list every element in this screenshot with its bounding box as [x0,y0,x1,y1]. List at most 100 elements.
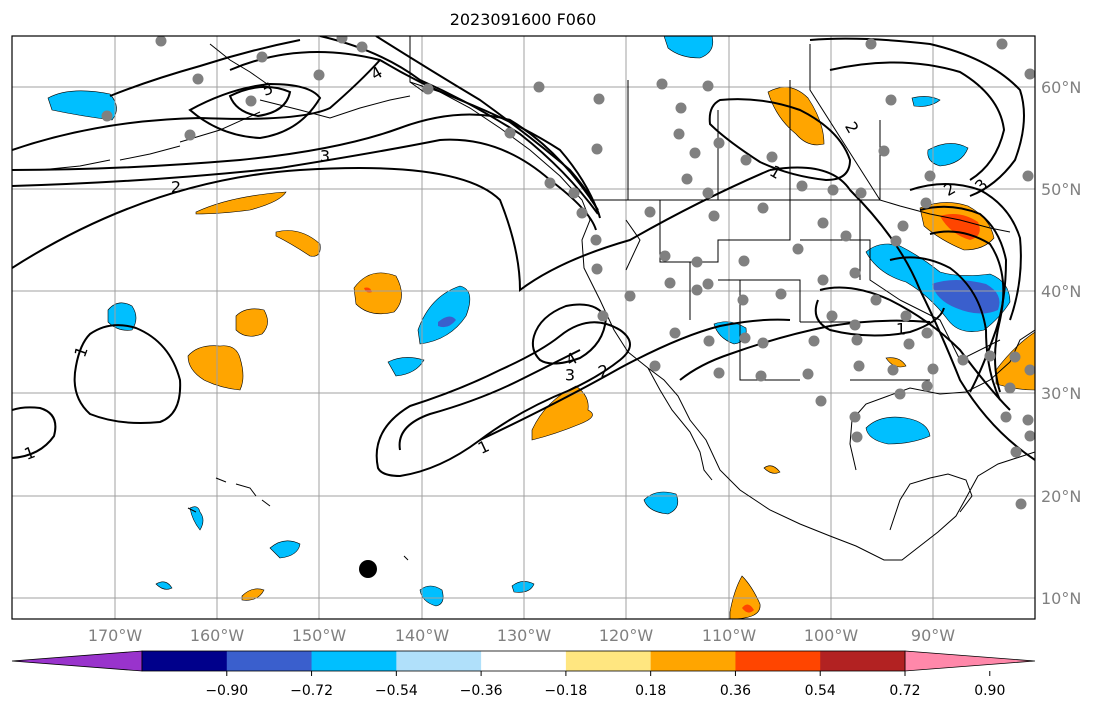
station-dot [766,151,778,163]
colorbar-outline [141,650,906,672]
anomaly-patch [417,285,471,345]
contour-line [188,82,322,140]
longitude-label: 150°W [292,626,347,645]
longitude-label: 170°W [88,626,143,645]
colorbar-segment [142,651,228,671]
station-dot [755,370,767,382]
map-frame [11,35,1036,620]
colorbar-segment [735,651,821,671]
colorbar-tick-label: −0.90 [205,683,248,699]
contour-line [909,183,1022,321]
contour-line [12,59,381,151]
station-dot [802,368,814,380]
station-dot [713,137,725,149]
colorbar: −0.90 −0.72 −0.54 −0.36 −0.18 0.18 0.36 0.54 0.7… [11,650,1036,699]
longitude-labels: 170°W 160°W 150°W 140°W 130°W 120°W 110°W 100°W… [88,626,955,645]
latitude-label: 60°N [1041,78,1081,97]
station-dots [101,36,1035,510]
station-dot [851,431,863,443]
longitude-label: 130°W [497,626,552,645]
station-dot [921,327,933,339]
station-dot [659,250,671,262]
colorbar-tick-label: −0.36 [460,683,503,699]
station-dot [245,95,257,107]
station-dot [890,235,902,247]
contour-line [829,61,1006,181]
contour-line [889,256,1001,401]
longitude-label: 120°W [599,626,654,645]
anomaly-patch [932,280,1000,314]
contour-line [12,113,599,211]
station-dot [817,217,829,229]
station-dot [855,187,867,199]
station-dot [1009,351,1021,363]
contour-line [814,299,945,337]
station-dot [356,41,368,53]
station-dot [101,110,113,122]
station-dot [870,294,882,306]
station-dot [840,230,852,242]
station-dot [757,337,769,349]
station-dot [849,411,861,423]
contour-line [228,85,292,118]
station-dot [826,310,838,322]
station-dot [739,332,751,344]
station-dot [903,338,915,350]
station-dot [649,360,661,372]
station-dot [865,38,877,50]
anomaly-patch [419,585,444,607]
map-title: 2023091600 F060 [449,10,597,29]
station-dot [957,354,969,366]
contour-line [12,167,771,292]
station-dot [775,288,787,300]
location-marker [359,560,377,578]
contour-line [679,319,931,381]
station-dot [256,51,268,63]
alaska-border [409,36,425,93]
colorbar-tick-label: 0.72 [889,683,920,699]
anomaly-patch [189,506,204,531]
colorbar-segment [311,651,397,671]
anomaly-patch [155,581,173,590]
station-dot [336,36,348,44]
colorbar-tick-label: 0.54 [805,683,836,699]
station-dot [827,184,839,196]
station-dot [885,94,897,106]
anomaly-patch [663,36,714,59]
station-dot [887,364,899,376]
colorbar-tick-label: 0.18 [635,683,666,699]
colorbar-segment [481,651,567,671]
station-dot [597,310,609,322]
station-dot [691,256,703,268]
station-dot [1024,430,1035,442]
anomaly-patch [511,581,535,593]
station-dot [155,36,167,47]
station-dot [593,93,605,105]
station-dot [894,388,906,400]
station-dot [624,290,636,302]
hawaii-islands [187,477,409,561]
station-dot [796,180,808,192]
longitude-label: 160°W [190,626,245,645]
station-dot [708,210,720,222]
colorbar-segment [565,651,652,671]
station-dot [664,277,676,289]
station-dot [591,263,603,275]
contour-line [531,303,608,365]
anomaly-patch [269,540,301,559]
station-dot [656,78,668,90]
station-dot [644,206,656,218]
anomaly-patch [241,588,265,601]
colorbar-segment [396,651,482,671]
station-dot [792,243,804,255]
station-dot [1024,68,1035,80]
anomaly-patch [387,357,425,377]
station-dot [920,197,932,209]
station-dot [713,367,725,379]
colorbar-tick-label: 0.36 [720,683,751,699]
station-dot [533,81,545,93]
anomaly-patch [195,191,287,215]
contour-line [479,318,791,441]
contour-line [809,37,1025,197]
contour-line [109,39,301,97]
